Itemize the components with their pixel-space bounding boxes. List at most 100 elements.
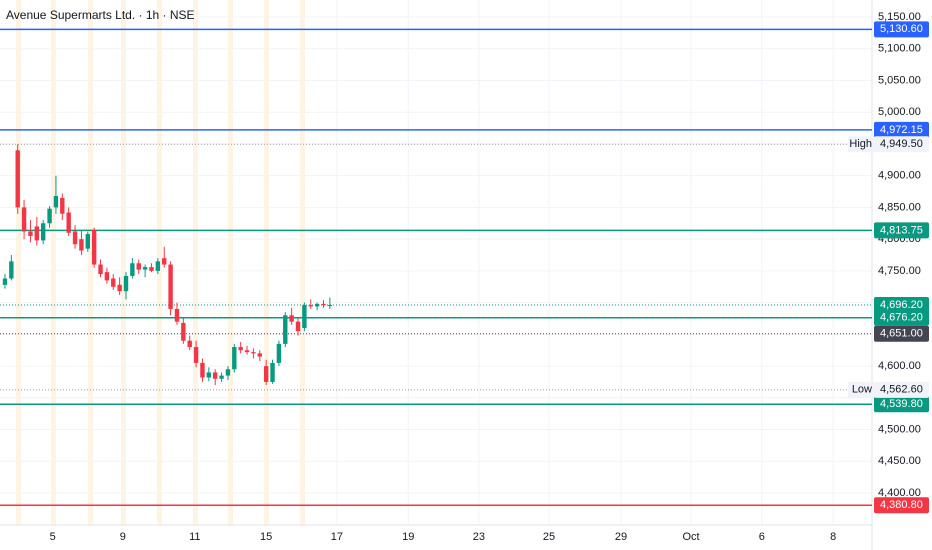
level-label: 4,380.80 [880,499,923,511]
candle-body [15,150,20,208]
candle-body [130,263,135,276]
candle-body [283,315,288,344]
candle-body [270,362,275,382]
y-tick-label: 5,100.00 [878,43,921,55]
candle-body [174,308,180,322]
candle-body [162,258,167,265]
y-tick-label: 4,900.00 [878,170,921,182]
candle-body [21,207,27,232]
price-tag-name-box [848,381,874,398]
level-tag [874,396,929,413]
price-tag-label: 4,651.00 [880,328,923,340]
level-label: 4,539.80 [880,398,923,410]
y-tick-label: 4,600.00 [878,360,921,372]
candle-body [212,372,218,379]
level-tag [874,21,929,38]
candle-body [40,223,46,241]
y-tick-label: 5,050.00 [878,74,921,86]
x-tick-label: 9 [120,531,126,543]
level-label: 4,813.75 [880,224,923,236]
candle-body [66,212,71,233]
x-tick-label: 11 [189,531,200,543]
level-tag [874,497,929,514]
candle-body [91,229,97,265]
candle-body [314,303,320,307]
session-bands [16,0,305,525]
candle-body [9,261,14,279]
candle-body [123,275,129,292]
candle-body [104,272,110,281]
x-tick-label: 19 [402,531,414,543]
price-tag [874,325,929,342]
candle-body [206,372,212,378]
candle-body [225,369,231,376]
candle-body [321,303,326,306]
candle-body [111,278,116,287]
y-tick-label: 5,150.00 [878,11,921,23]
y-tick-label: 4,400.00 [878,487,921,499]
candle-body [302,305,307,328]
candle-body [276,343,282,363]
candle-body [149,267,154,271]
level-label: 4,676.20 [880,312,923,324]
x-tick-label: 8 [830,531,836,543]
candle-body [295,321,301,332]
candle-body [193,347,199,363]
price-tag-label: 4,562.60 [880,384,923,396]
price-tag [874,136,929,153]
y-tick-label: 4,500.00 [878,423,921,435]
candle-body [181,322,186,341]
candle-body [263,366,269,382]
candle-body [232,347,237,370]
candle-body [60,197,65,214]
candle-body [2,278,8,285]
level-label: 4,972.15 [880,124,923,136]
candle-body [34,226,40,241]
price-tag-name-box [848,136,874,153]
level-tag [874,309,929,326]
y-tick-label: 4,450.00 [878,455,921,467]
candle-body [238,347,243,351]
x-tick-label: Oct [683,531,700,543]
candle-body [117,284,122,292]
candle-body [251,352,256,354]
candle-body [142,267,148,270]
candle-body [155,261,161,271]
candle-body [257,353,262,357]
level-tag [874,121,929,138]
candle-body [168,264,173,309]
candle-body [219,375,224,379]
candle-body [72,231,78,245]
candle-body [53,195,59,208]
price-tag-label: 4,696.20 [880,299,923,311]
x-tick-label: 17 [331,531,343,543]
chart-title: Avenue Supermarts Ltd. · 1h · NSE [6,8,195,22]
candle-body [98,264,103,275]
price-tag-label: 4,949.50 [880,138,923,150]
candle-body [47,208,52,224]
y-tick-label: 5,000.00 [878,106,921,118]
y-tick-label: 4,750.00 [878,265,921,277]
level-label: 5,130.60 [880,23,923,35]
price-tag-name: High [849,138,872,150]
price-tag-name: Low [852,384,872,396]
level-tag [874,222,929,239]
x-tick-label: 25 [543,531,555,543]
y-tick-label: 4,850.00 [878,201,921,213]
price-tag [874,297,929,314]
candle-body [200,362,205,378]
price-tag [874,381,929,398]
candle-body [136,263,141,270]
candle-body [187,340,192,348]
x-tick-label: 29 [615,531,627,543]
x-tick-label: 5 [50,531,56,543]
candle-body [308,305,313,307]
candle-body [79,239,84,251]
x-tick-label: 23 [473,531,485,543]
candle-body [289,315,294,322]
x-tick-label: 15 [260,531,272,543]
candle-body [327,305,333,307]
candle-body [244,350,250,353]
candle-body [28,231,33,236]
